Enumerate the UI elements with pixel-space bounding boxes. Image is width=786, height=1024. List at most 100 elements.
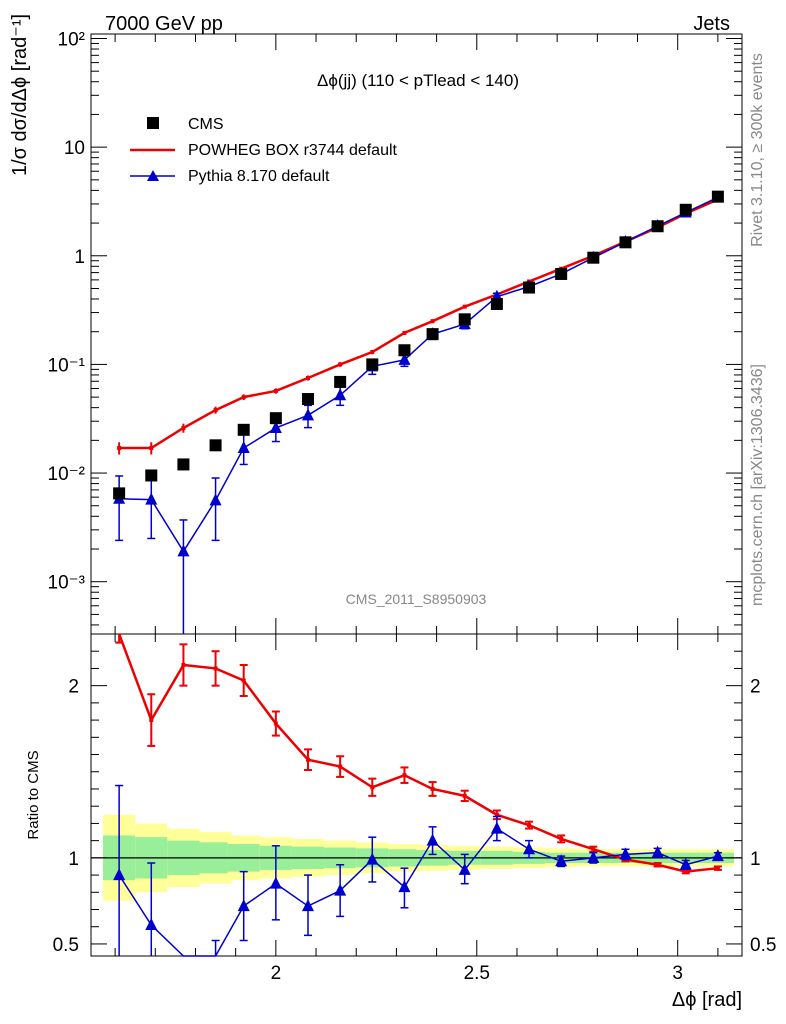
legend-cms-marker xyxy=(147,117,159,129)
main-y-tick-label: 10² xyxy=(58,29,85,50)
cms-data-point xyxy=(237,423,250,436)
ratio-powheg-point xyxy=(591,847,596,852)
legend-pythia-marker xyxy=(147,170,159,181)
cms-data-point xyxy=(490,297,503,310)
ratio-pythia-point xyxy=(619,847,632,860)
ratio-y-tick-label-left: 2 xyxy=(68,677,79,698)
pythia-curve xyxy=(119,196,719,553)
pythia-point xyxy=(145,492,158,505)
pythia-point xyxy=(302,408,314,421)
main-y-tick-label: 10 xyxy=(64,138,85,159)
cms-data-point xyxy=(587,251,600,264)
cms-data-point xyxy=(302,393,314,406)
pythia-point xyxy=(398,352,411,365)
axes-ticks: 10⁻³ 10⁻² 10⁻¹ 1 10 10² 2 2.5 3 0.5 0.5 1 1 2 2 xyxy=(48,29,777,984)
ratio-y-tick-label-right: 2 xyxy=(750,677,761,698)
ratio-pythia-point xyxy=(651,845,664,858)
ratio-pythia-point xyxy=(426,833,439,846)
cms-data-point xyxy=(651,220,664,233)
ratio-powheg-point xyxy=(213,666,218,671)
ratio-powheg-point xyxy=(494,812,499,817)
cms-data-point xyxy=(145,469,158,482)
cms-data-point xyxy=(177,458,190,471)
x-tick-label: 3 xyxy=(672,963,683,984)
pythia-point xyxy=(334,388,347,401)
ratio-pythia-point xyxy=(113,868,126,881)
ratio-powheg-point xyxy=(338,764,343,769)
main-plot-title: Δϕ(jj) (110 < pTlead < 140) xyxy=(317,71,519,90)
powheg-point xyxy=(117,446,122,451)
ratio-pythia-point xyxy=(555,854,568,867)
powheg-point xyxy=(402,330,407,335)
cms-data-point xyxy=(209,439,222,452)
ratio-powheg-point xyxy=(462,793,467,798)
powheg-point xyxy=(241,395,246,400)
rivet-label: Rivet 3.1.10, ≥ 300k events xyxy=(749,53,766,247)
ratio-pythia-point xyxy=(523,842,536,855)
powheg-point xyxy=(213,408,218,413)
cms-data-point xyxy=(619,236,632,249)
cms-data-point xyxy=(711,190,724,203)
main-y-tick-label: 1 xyxy=(74,247,85,268)
main-series xyxy=(113,190,724,634)
source-label: mcplots.cern.ch [arXiv:1306.3436] xyxy=(749,364,766,606)
ratio-powheg-point xyxy=(715,866,720,871)
ratio-uncertainty-bands xyxy=(91,814,742,901)
ratio-powheg-point xyxy=(149,718,154,723)
ratio-pythia-point xyxy=(490,821,503,834)
ratio-powheg-point xyxy=(306,757,310,762)
ratio-powheg-point xyxy=(370,785,375,790)
pythia-point xyxy=(237,441,250,454)
ratio-powheg-point xyxy=(181,662,186,667)
cms-data-point xyxy=(398,344,411,357)
ratio-powheg-point xyxy=(527,823,532,828)
legend-cms-label: CMS xyxy=(188,116,224,133)
ratio-powheg-point xyxy=(241,678,246,683)
ratio-pythia-point xyxy=(711,849,724,862)
main-y-tick-label: 10⁻² xyxy=(48,464,86,485)
ratio-y-tick-label-right: 0.5 xyxy=(750,935,776,956)
cms-data-point xyxy=(113,487,126,500)
ratio-pythia-point xyxy=(302,899,314,912)
cms-data-point xyxy=(269,412,282,425)
ratio-powheg-point xyxy=(402,773,407,778)
pythia-point xyxy=(269,420,282,433)
cms-data-point xyxy=(334,375,347,388)
ratio-pythia-point xyxy=(458,862,471,875)
ratio-pythia-curve xyxy=(118,827,719,957)
powheg-point xyxy=(306,375,310,380)
ratio-powheg-point xyxy=(273,721,278,726)
ratio-y-tick-label-left: 0.5 xyxy=(53,935,79,956)
x-tick-label: 2.5 xyxy=(464,963,490,984)
ratio-powheg-point xyxy=(430,786,435,791)
cms-data-point xyxy=(458,313,471,326)
ratio-y-tick-label-right: 1 xyxy=(750,849,761,870)
main-y-axis-label: 1/σ dσ/dΔϕ [rad⁻¹] xyxy=(9,14,31,176)
powheg-point xyxy=(338,362,343,367)
ratio-pythia-point xyxy=(145,918,158,931)
ratio-pythia-point xyxy=(398,880,411,893)
legend-powheg-label: POWHEG BOX r3744 default xyxy=(188,142,398,159)
ratio-pythia-point xyxy=(587,850,600,863)
ratio-plot-frame xyxy=(90,633,743,957)
header-category: Jets xyxy=(693,13,730,35)
header-energy: 7000 GeV pp xyxy=(105,13,223,35)
ratio-powheg-point xyxy=(559,836,564,841)
ratio-series xyxy=(113,633,724,957)
powheg-point xyxy=(181,425,186,430)
ratio-pythia-point xyxy=(366,852,379,865)
cms-data-point xyxy=(366,358,379,371)
ratio-y-axis-label: Ratio to CMS xyxy=(25,750,42,839)
cms-data-point xyxy=(679,203,692,216)
powheg-point xyxy=(370,350,375,355)
powheg-point xyxy=(462,304,467,309)
main-y-tick-label: 10⁻³ xyxy=(48,573,86,594)
ratio-powheg-curve xyxy=(117,633,719,873)
ratio-powheg-point xyxy=(655,862,660,867)
legend: CMS POWHEG BOX r3744 default Pythia 8.17… xyxy=(130,116,398,185)
pythia-point xyxy=(177,544,190,557)
ratio-y-tick-label-left: 1 xyxy=(68,849,79,870)
cms-data-point xyxy=(555,267,568,280)
ratio-pythia-point xyxy=(334,883,347,896)
